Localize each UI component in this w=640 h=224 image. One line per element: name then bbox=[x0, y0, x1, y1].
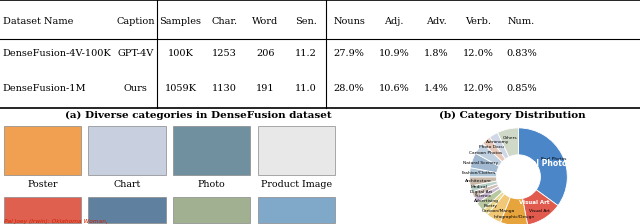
Text: 1059K: 1059K bbox=[164, 84, 196, 93]
Text: 11.2: 11.2 bbox=[294, 49, 317, 58]
Text: 10.6%: 10.6% bbox=[379, 84, 410, 93]
Text: 11.0: 11.0 bbox=[295, 84, 316, 93]
Bar bbox=[88, 197, 166, 223]
Text: Word: Word bbox=[252, 17, 278, 26]
Bar bbox=[257, 197, 335, 223]
Text: 1.8%: 1.8% bbox=[424, 49, 449, 58]
Text: Photo: Photo bbox=[198, 180, 225, 189]
Text: 1.4%: 1.4% bbox=[424, 84, 449, 93]
Text: Char.: Char. bbox=[211, 17, 237, 26]
Text: 12.0%: 12.0% bbox=[463, 84, 493, 93]
Text: Adj.: Adj. bbox=[385, 17, 404, 26]
Text: 1253: 1253 bbox=[212, 49, 237, 58]
Text: Samples: Samples bbox=[159, 17, 202, 26]
Text: 12.0%: 12.0% bbox=[463, 49, 493, 58]
Text: DenseFusion-4V-100K: DenseFusion-4V-100K bbox=[3, 49, 111, 58]
Text: DenseFusion-1M: DenseFusion-1M bbox=[3, 84, 86, 93]
Bar bbox=[88, 126, 166, 175]
Text: Product Image: Product Image bbox=[260, 180, 332, 189]
Text: Chart: Chart bbox=[113, 180, 141, 189]
Text: 0.85%: 0.85% bbox=[506, 84, 537, 93]
Text: Poster: Poster bbox=[28, 180, 58, 189]
Text: 0.83%: 0.83% bbox=[506, 49, 537, 58]
Bar bbox=[173, 126, 250, 175]
Text: 100K: 100K bbox=[168, 49, 193, 58]
Text: 10.9%: 10.9% bbox=[379, 49, 410, 58]
Text: (a) Diverse categories in DenseFusion dataset: (a) Diverse categories in DenseFusion da… bbox=[65, 111, 332, 120]
Text: 28.0%: 28.0% bbox=[333, 84, 365, 93]
Text: 27.9%: 27.9% bbox=[333, 49, 365, 58]
Bar bbox=[4, 197, 81, 223]
Text: 191: 191 bbox=[256, 84, 275, 93]
Text: Num.: Num. bbox=[508, 17, 535, 26]
Text: Verb.: Verb. bbox=[465, 17, 491, 26]
Text: Dataset Name: Dataset Name bbox=[3, 17, 73, 26]
Text: 206: 206 bbox=[256, 49, 275, 58]
Text: (b) Category Distribution: (b) Category Distribution bbox=[438, 111, 586, 120]
Text: Adv.: Adv. bbox=[426, 17, 447, 26]
Text: Caption: Caption bbox=[116, 17, 155, 26]
Text: Pal Joey (Irwin): Oklahoma Woman,: Pal Joey (Irwin): Oklahoma Woman, bbox=[4, 219, 108, 224]
Text: Sen.: Sen. bbox=[294, 17, 317, 26]
Text: 1130: 1130 bbox=[212, 84, 237, 93]
Bar bbox=[173, 197, 250, 223]
Text: GPT-4V: GPT-4V bbox=[118, 49, 154, 58]
Text: Ours: Ours bbox=[124, 84, 148, 93]
Bar bbox=[257, 126, 335, 175]
Bar bbox=[4, 126, 81, 175]
Text: Nouns: Nouns bbox=[333, 17, 365, 26]
